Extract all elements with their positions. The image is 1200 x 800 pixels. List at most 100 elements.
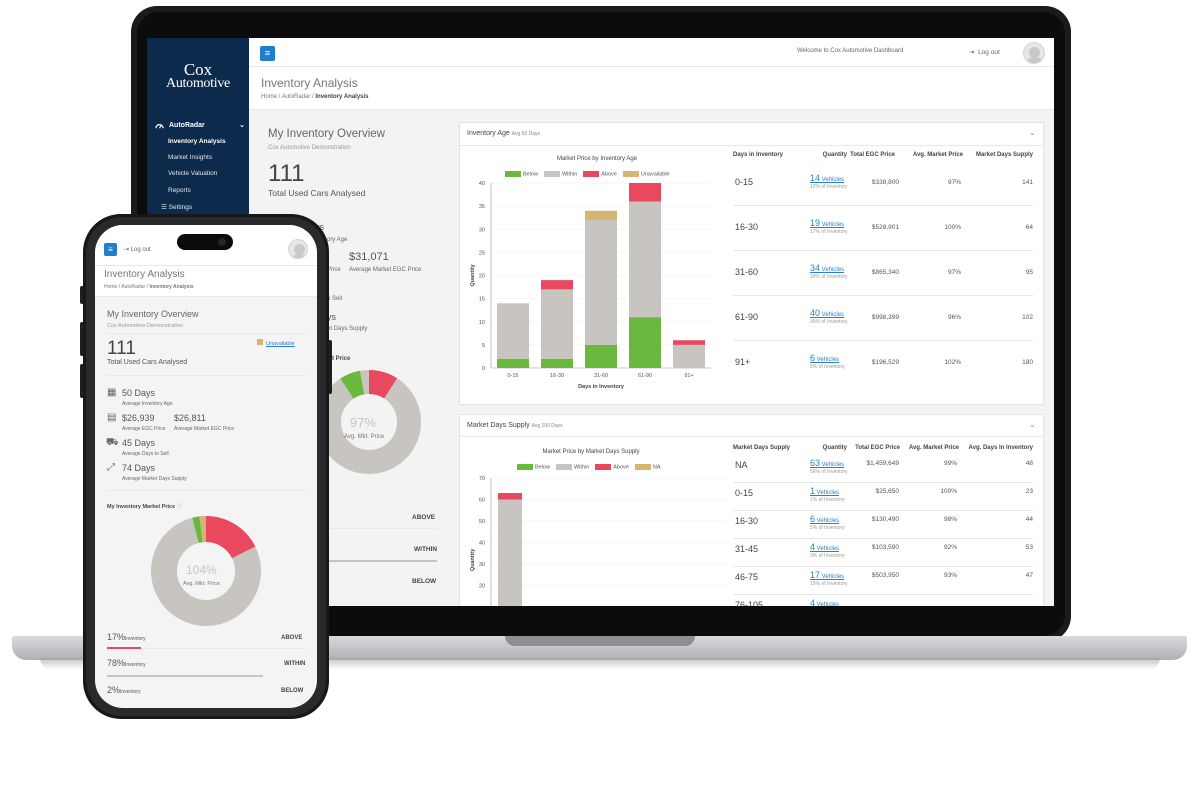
sidebar-item-vehicle-valuation[interactable]: Vehicle Valuation (168, 170, 218, 177)
table-row-range: 31-45 (735, 544, 759, 554)
chevron-down-icon[interactable]: ⌄ (1029, 420, 1036, 429)
vehicles-link-label: Vehicles (815, 546, 840, 552)
bar-segment-above[interactable] (629, 183, 661, 202)
sidebar-item-settings[interactable]: ☰ Settings (161, 203, 241, 215)
donut-center-value: 97% (350, 415, 376, 430)
bar-segment-above[interactable] (541, 280, 573, 290)
phone-overview-subtitle: Cox Automotive Demonstration (107, 323, 183, 329)
table-row-divider (733, 340, 1033, 341)
sidebar-item-inventory-analysis[interactable]: Inventory Analysis (168, 138, 226, 145)
phone-row-below-pct: 2%Inventory (107, 685, 141, 695)
table-row-divider (733, 295, 1033, 296)
table-row-last-value: 48 (1025, 460, 1033, 467)
sidebar-item-settings-label: Settings (168, 204, 193, 211)
phone-market-label: Average Market EGC Price (174, 426, 235, 432)
overview-row-within: WITHIN (414, 546, 438, 553)
breadcrumb-autoradar[interactable]: AutoRadar (281, 94, 311, 100)
bar-segment-below[interactable] (585, 344, 617, 368)
vehicles-link[interactable]: 4 Vehicles (810, 598, 839, 606)
vehicles-link[interactable]: 1 Vehicles (810, 486, 839, 496)
bar-segment-above[interactable] (673, 340, 705, 345)
breadcrumb-home[interactable]: Home (104, 284, 118, 290)
phone-avatar[interactable] (288, 239, 308, 259)
table-header: Total EGC Price (850, 152, 895, 158)
table-row-last-value: 102 (1022, 314, 1033, 321)
phone-overview-title: My Inventory Overview (107, 309, 199, 319)
bar-segment-above[interactable] (498, 493, 522, 500)
donut-below-slice (340, 370, 365, 399)
sidebar-item-reports[interactable]: Reports (168, 187, 191, 194)
phone-volume-up (80, 322, 84, 356)
phone-logout-link[interactable]: ⇥ Log out (124, 246, 151, 253)
y-axis-title: Quantity (470, 548, 476, 571)
legend-item-within: Within (543, 171, 577, 177)
bar-segment-within[interactable] (497, 303, 529, 359)
table-row-last-value: 23 (1025, 488, 1033, 495)
sidebar-group-autoradar[interactable]: AutoRadar ⌄ (155, 118, 245, 132)
vehicles-link[interactable]: 34 Vehicles (810, 263, 844, 273)
within-progress-bar (327, 560, 437, 562)
vehicles-link[interactable]: 4 Vehicles (810, 542, 839, 552)
inventory-age-avg: Avg 50 Days (511, 131, 541, 137)
y-tick-label: 30 (479, 227, 485, 233)
sidebar-item-market-insights[interactable]: Market Insights (168, 154, 213, 161)
vehicles-link[interactable]: 40 Vehicles (810, 308, 844, 318)
bar-segment-within[interactable] (541, 289, 573, 359)
x-tick-label: 91+ (684, 373, 693, 379)
donut-above-slice (368, 370, 398, 399)
supply-chart-title: Market Price by Market Days Supply (542, 449, 640, 455)
phone-page-header (95, 265, 317, 297)
table-row-egc-price: $503,950 (871, 572, 899, 579)
bar-segment-within[interactable] (629, 201, 661, 318)
table-row-divider (733, 538, 1033, 539)
chevron-down-icon[interactable]: ⌄ (1029, 128, 1036, 137)
bar-segment-below[interactable] (629, 317, 661, 368)
vehicles-link[interactable]: 19 Vehicles (810, 218, 844, 228)
bar-segment-below[interactable] (541, 358, 573, 368)
market-days-supply-bar-chart: 20 30 40 50 60 70 Quantity (470, 476, 727, 607)
table-row-last-value: 180 (1022, 359, 1033, 366)
table-row-last-value: 44 (1025, 516, 1033, 523)
table-header: Market Days Supply (975, 152, 1033, 158)
vehicles-link[interactable]: 14 Vehicles (810, 173, 844, 183)
age-chart-legend: Below Within Above Unavailable (505, 171, 670, 177)
legend-item-above: Above (583, 171, 617, 177)
top-bar (249, 38, 1054, 66)
table-row-range: 61-90 (735, 312, 759, 322)
bar-segment-within[interactable] (585, 220, 617, 345)
breadcrumb-autoradar[interactable]: AutoRadar (121, 284, 146, 290)
phone-unavailable-link[interactable]: Unavailable (257, 339, 295, 347)
y-tick-label: 5 (482, 343, 485, 349)
phone-row-below-label: Inventory (120, 689, 141, 695)
vehicles-link[interactable]: 17 Vehicles (810, 570, 844, 580)
overview-count-label: Total Used Cars Analysed (268, 188, 366, 198)
menu-toggle-button[interactable]: ≡ (260, 46, 275, 61)
y-tick-label: 60 (479, 498, 485, 504)
vehicles-link-count: 1 (810, 486, 816, 496)
vehicles-link-label: Vehicles (820, 177, 845, 183)
hamburger-icon: ≡ (108, 245, 113, 254)
vehicles-link-count: 17 (810, 570, 821, 580)
inventory-age-title: Inventory Age (467, 130, 510, 137)
vehicles-link[interactable]: 6 Vehicles (810, 514, 839, 524)
bar-segment-below[interactable] (497, 358, 529, 368)
table-row-market-price: 97% (947, 269, 961, 276)
divider (107, 648, 307, 649)
logout-link[interactable]: ⇥ Log out (969, 48, 1000, 56)
bar-segment-within[interactable] (673, 344, 705, 368)
vehicles-link[interactable]: 6 Vehicles (810, 353, 839, 363)
inventory-age-card-title: Inventory Age Avg 50 Days (467, 130, 540, 137)
breadcrumb-current: Inventory Analysis (315, 94, 369, 100)
table-row-range: 16-30 (735, 516, 759, 526)
avatar[interactable] (1023, 42, 1045, 64)
overview-count: 111 (268, 160, 305, 187)
phone-menu-button[interactable]: ≡ (104, 243, 117, 256)
bar-segment-unavailable[interactable] (585, 210, 617, 220)
divider (459, 436, 1044, 437)
phone-power-button (328, 340, 332, 394)
vehicles-link-label: Vehicles (820, 462, 845, 468)
bar-segment-within[interactable] (498, 499, 522, 607)
vehicles-link[interactable]: 63 Vehicles (810, 458, 844, 468)
overview-sell-label: o Sell (327, 296, 343, 302)
breadcrumb-home[interactable]: Home (261, 94, 278, 100)
